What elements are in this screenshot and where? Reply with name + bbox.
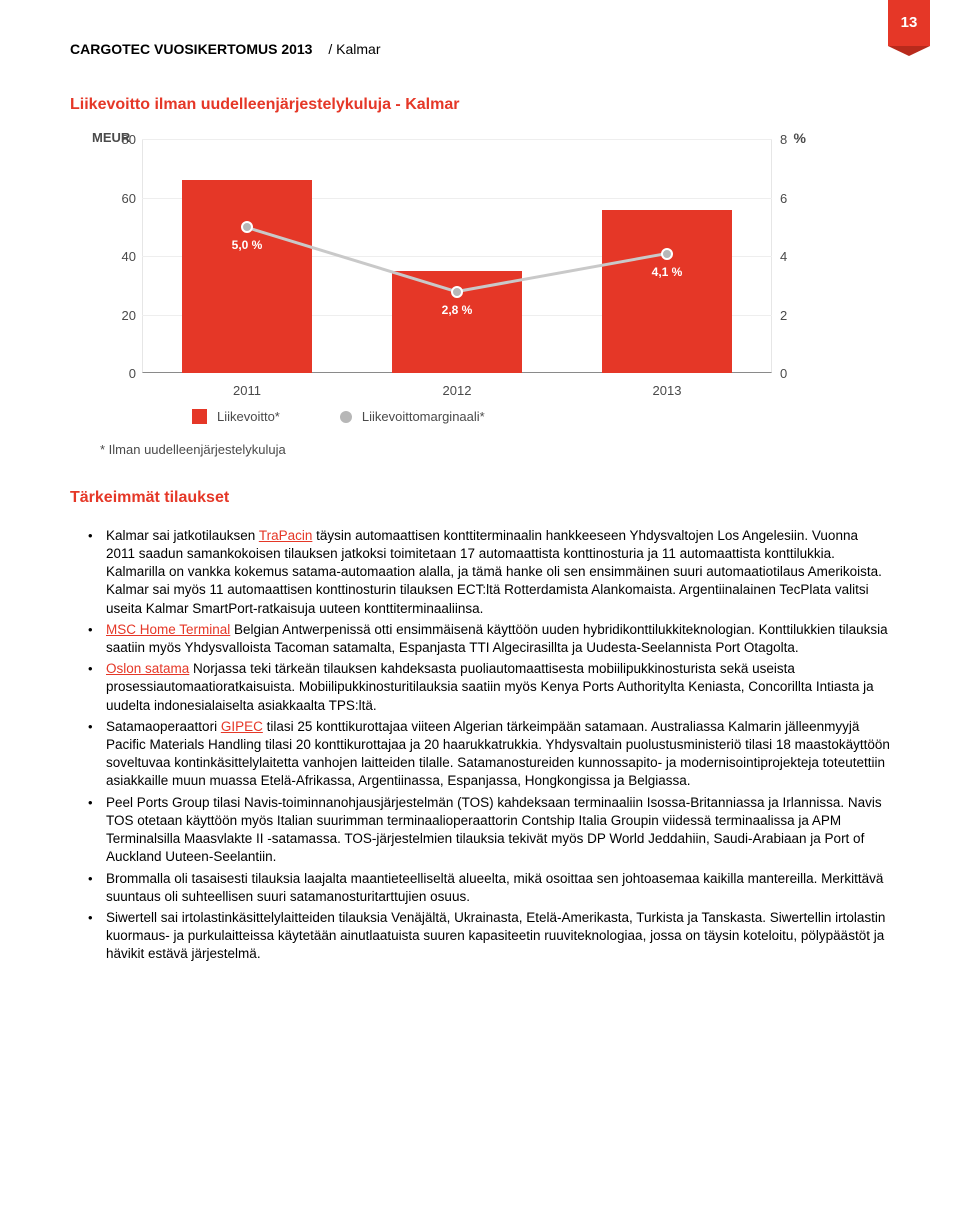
chart-title: Liikevoitto ilman uudelleenjärjestelykul… xyxy=(70,94,890,116)
list-item: Kalmar sai jatkotilauksen TraPacin täysi… xyxy=(88,527,890,618)
legend-bar-icon xyxy=(192,409,207,424)
order-link[interactable]: GIPEC xyxy=(221,719,263,734)
order-link[interactable]: TraPacin xyxy=(259,528,313,543)
profit-chart: MEUR % 0020240460680820115,0 %20122,8 %2… xyxy=(82,133,822,423)
chart-footnote: * Ilman uudelleenjärjestelykuluja xyxy=(100,441,890,459)
list-item: Oslon satama Norjassa teki tärkeän tilau… xyxy=(88,660,890,715)
list-item: Brommalla oli tasaisesti tilauksia laaja… xyxy=(88,870,890,906)
legend-line-icon xyxy=(340,411,352,423)
legend-line-label: Liikevoittomarginaali* xyxy=(362,408,485,426)
report-title: CARGOTEC VUOSIKERTOMUS 2013 xyxy=(70,40,312,59)
list-item: Siwertell sai irtolastinkäsittelylaittei… xyxy=(88,909,890,964)
list-item: MSC Home Terminal Belgian Antwerpenissä … xyxy=(88,621,890,657)
legend-bar-label: Liikevoitto* xyxy=(217,408,280,426)
order-link[interactable]: Oslon satama xyxy=(106,661,189,676)
chart-legend: Liikevoitto* Liikevoittomarginaali* xyxy=(192,408,485,426)
order-link[interactable]: MSC Home Terminal xyxy=(106,622,230,637)
page-header: CARGOTEC VUOSIKERTOMUS 2013 / Kalmar 13 xyxy=(70,40,890,59)
orders-list: Kalmar sai jatkotilauksen TraPacin täysi… xyxy=(70,527,890,964)
list-item: Satamaoperaattori GIPEC tilasi 25 kontti… xyxy=(88,718,890,791)
orders-title: Tärkeimmät tilaukset xyxy=(70,487,890,509)
section-label: / Kalmar xyxy=(328,40,380,59)
page-number-badge: 13 xyxy=(888,0,930,46)
list-item: Peel Ports Group tilasi Navis-toiminnano… xyxy=(88,794,890,867)
